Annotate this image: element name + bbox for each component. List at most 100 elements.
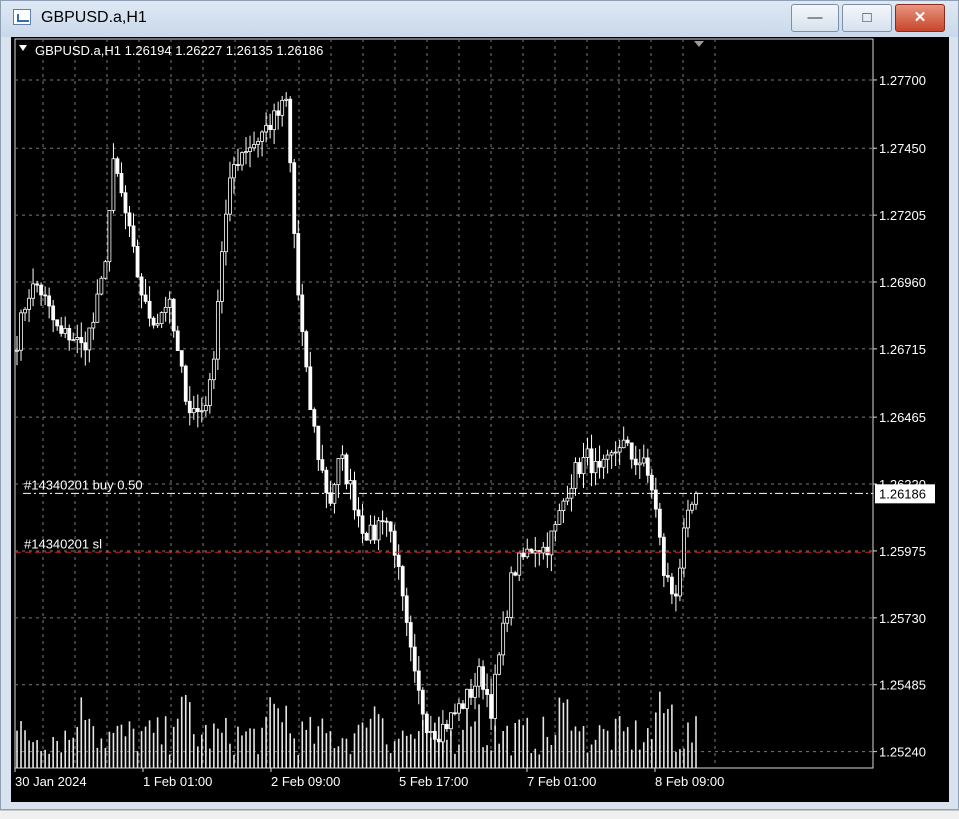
candle-body <box>195 408 200 413</box>
candle-body <box>657 508 662 538</box>
candle-body <box>649 474 654 491</box>
candle-body <box>336 458 341 486</box>
candle-body <box>87 327 92 351</box>
candle-body <box>191 408 196 414</box>
maximize-button[interactable]: □ <box>842 4 892 32</box>
candle-body <box>127 212 132 227</box>
candle-body <box>236 164 240 166</box>
candle-body <box>63 327 68 334</box>
candle-body <box>525 548 530 558</box>
candle-body <box>396 554 401 567</box>
candle-body <box>412 646 417 672</box>
candle-body <box>111 158 116 211</box>
candle-body <box>59 325 64 334</box>
chart-window-icon <box>13 9 31 25</box>
candle-body <box>372 524 377 541</box>
candle-body <box>211 358 216 381</box>
candle-body <box>179 350 184 367</box>
candle-body <box>171 298 176 332</box>
candle-body <box>686 509 690 529</box>
candle-body <box>485 688 489 695</box>
candle-body <box>147 300 152 319</box>
candle-body <box>408 622 413 648</box>
candle-body <box>232 164 236 179</box>
candle-body <box>107 210 112 263</box>
candle-body <box>661 536 666 576</box>
candle-body <box>432 731 437 740</box>
candle-body <box>473 685 477 698</box>
candle-body <box>436 738 441 743</box>
time-axis-label: 1 Feb 01:00 <box>143 774 212 789</box>
price-axis-label: 1.25485 <box>879 678 926 693</box>
stop-loss-label: #14340201 sl <box>24 536 102 551</box>
candle-body <box>645 457 650 476</box>
candle-body <box>203 405 208 412</box>
candle-body <box>609 452 614 456</box>
price-axis-label: 1.27205 <box>879 208 926 223</box>
candle-body <box>244 151 248 154</box>
symbol-menu-chevron-icon[interactable] <box>19 45 27 51</box>
candle-body <box>625 439 630 444</box>
candle-body <box>175 330 180 351</box>
close-button[interactable]: ✕ <box>895 4 945 32</box>
candle-body <box>613 451 618 454</box>
candle-body <box>380 520 385 523</box>
candle-body <box>501 622 506 656</box>
candle-body <box>637 462 642 466</box>
candle-body <box>19 312 23 351</box>
candle-body <box>424 713 429 733</box>
candle-body <box>316 425 321 460</box>
time-axis-label: 8 Feb 09:00 <box>655 774 724 789</box>
candle-body <box>159 312 164 325</box>
candle-body <box>489 694 493 719</box>
chart-shift-marker-icon[interactable] <box>694 41 704 47</box>
price-axis-label: 1.25240 <box>879 745 926 760</box>
candle-body <box>183 365 188 402</box>
candle-body <box>248 147 252 152</box>
candle-body <box>585 448 590 458</box>
candle-body <box>553 523 558 532</box>
candle-body <box>220 251 224 302</box>
candle-body <box>300 294 305 333</box>
candle-body <box>15 349 19 352</box>
candle-body <box>284 98 289 101</box>
current-price-value: 1.26186 <box>879 486 926 501</box>
price-axis-label: 1.26465 <box>879 410 926 425</box>
candle-body <box>573 462 578 489</box>
candle-body <box>453 712 457 715</box>
candle-body <box>75 337 80 341</box>
candle-body <box>549 530 554 556</box>
candle-body <box>151 317 156 326</box>
symbol-ohlc-line: GBPUSD.a,H1 1.26194 1.26227 1.26135 1.26… <box>35 43 323 58</box>
title-bar[interactable]: GBPUSD.a,H1 — □ ✕ <box>1 1 958 37</box>
candle-body <box>641 457 646 464</box>
candle-body <box>308 366 313 410</box>
candle-body <box>428 731 433 733</box>
window-title: GBPUSD.a,H1 <box>41 9 147 26</box>
current-price-tag <box>875 484 935 504</box>
candle-body <box>55 319 60 327</box>
candle-body <box>264 124 269 133</box>
buy-order-label: #14340201 buy 0.50 <box>24 477 143 492</box>
minimize-button[interactable]: — <box>791 4 839 32</box>
candle-body <box>332 484 337 504</box>
time-axis-label: 5 Feb 17:00 <box>399 774 468 789</box>
candle-body <box>621 439 626 449</box>
candle-body <box>348 480 353 485</box>
price-chart[interactable]: 1.27700 1.27450 1.27205 1.26960 1.26715 1.264… <box>11 37 949 802</box>
candle-body <box>320 459 325 471</box>
candle-body <box>561 500 566 512</box>
candle-body <box>296 233 301 296</box>
candle-body <box>292 162 297 234</box>
candle-body <box>356 509 361 517</box>
candle-body <box>368 524 373 541</box>
candle-body <box>79 337 84 344</box>
candle-body <box>51 305 56 321</box>
chart-area[interactable]: 1.27700 1.27450 1.27205 1.26960 1.26715 1.264… <box>11 37 949 802</box>
candle-body <box>23 308 27 314</box>
candle-body <box>505 617 510 624</box>
candle-body <box>420 689 425 715</box>
candle-body <box>481 666 485 690</box>
candle-body <box>99 277 104 295</box>
